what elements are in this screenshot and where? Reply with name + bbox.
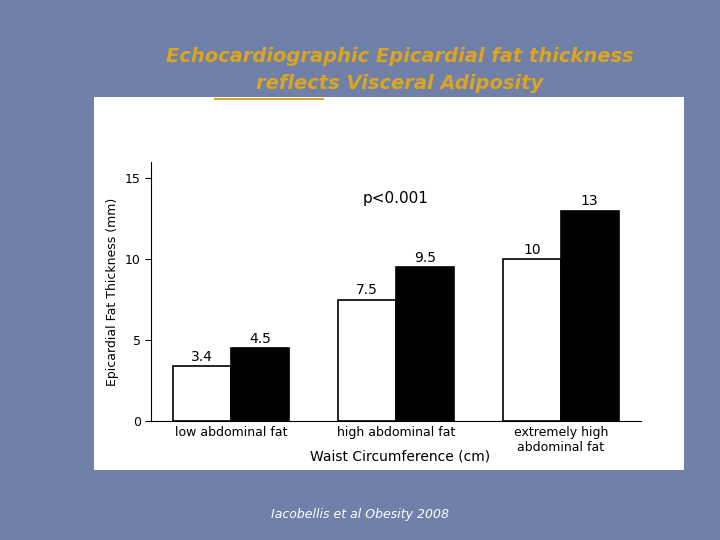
Bar bbox=[174, 366, 231, 421]
Bar bbox=[396, 267, 454, 421]
Text: Echocardiographic Epicardial fat thickness: Echocardiographic Epicardial fat thickne… bbox=[166, 47, 634, 66]
Text: 3.4: 3.4 bbox=[192, 350, 213, 364]
Text: 7.5: 7.5 bbox=[356, 284, 378, 297]
Text: 10: 10 bbox=[523, 243, 541, 256]
Bar bbox=[503, 259, 561, 421]
Bar bbox=[561, 211, 618, 421]
Bar bbox=[231, 348, 289, 421]
Text: Iacobellis et al Obesity 2008: Iacobellis et al Obesity 2008 bbox=[271, 508, 449, 521]
Bar bbox=[338, 300, 396, 421]
Y-axis label: Epicardial Fat Thickness (mm): Epicardial Fat Thickness (mm) bbox=[107, 198, 120, 386]
Text: Waist Circumference (cm): Waist Circumference (cm) bbox=[310, 449, 490, 463]
Text: 9.5: 9.5 bbox=[414, 251, 436, 265]
Text: 13: 13 bbox=[581, 194, 598, 208]
Text: p<0.001: p<0.001 bbox=[363, 191, 429, 206]
Text: 4.5: 4.5 bbox=[249, 332, 271, 346]
Text: reflects Visceral Adiposity: reflects Visceral Adiposity bbox=[256, 74, 543, 93]
